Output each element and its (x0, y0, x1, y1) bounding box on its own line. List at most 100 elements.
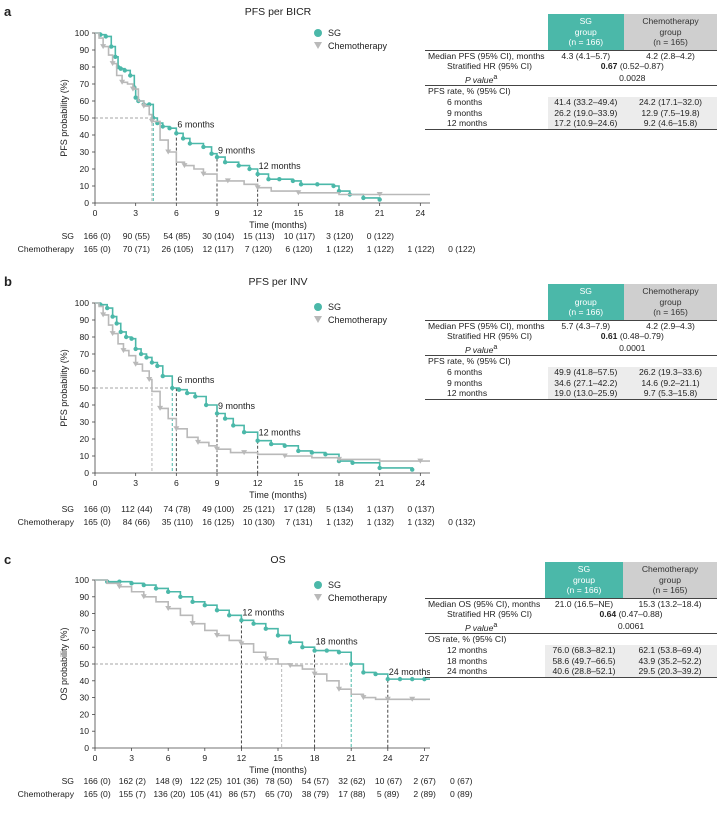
risk-cell: 165 (0) (83, 789, 111, 799)
chemo-curve (95, 579, 430, 701)
risk-cell: 136 (20) (153, 789, 186, 799)
risk-cell: 1 (137) (366, 504, 394, 514)
sg-point (118, 329, 123, 335)
risk-row-label: Chemotherapy (17, 789, 74, 799)
landmark-label: 9 months (218, 401, 256, 411)
risk-cell: 10 (117) (283, 231, 316, 241)
chemo-point (295, 190, 302, 196)
hr-value: 0.67 (0.52–0.87) (600, 61, 664, 72)
sg-point (109, 44, 114, 49)
risk-cell: 30 (104) (202, 231, 235, 241)
sg-point (336, 650, 342, 655)
x-tick-label: 27 (420, 753, 430, 763)
rate-row-label: 18 months (447, 655, 488, 666)
risk-cell: 165 (0) (83, 517, 111, 527)
y-tick-label: 100 (75, 298, 90, 308)
sg-point (247, 166, 252, 172)
y-tick-label: 100 (75, 575, 90, 585)
sg-point (133, 346, 138, 352)
hr-value: 0.61 (0.48–0.79) (600, 331, 664, 342)
sg-header: SG group (n = 166) (547, 14, 625, 51)
sg-point (275, 633, 281, 638)
sg-point (266, 177, 271, 182)
risk-cell: 65 (70) (265, 789, 293, 799)
chart-title: PFS per INV (248, 276, 308, 288)
sg-point (193, 394, 198, 399)
rate-chemo: 43.9 (35.2–52.2) (623, 655, 717, 667)
x-tick-label: 24 (416, 478, 426, 488)
risk-cell: 112 (44) (121, 504, 153, 514)
landmark-label: 9 months (218, 145, 256, 155)
y-tick-label: 60 (79, 366, 89, 376)
x-tick-label: 24 (416, 208, 426, 218)
x-tick-label: 15 (273, 753, 283, 763)
x-tick-label: 6 (166, 753, 171, 763)
rate-label: PFS rate, % (95% CI) (425, 355, 548, 368)
chemo-point (417, 458, 424, 464)
median-chemo: 15.3 (13.2–18.4) (638, 598, 702, 609)
risk-cell: 2 (89) (413, 789, 436, 799)
landmark-label: 12 months (242, 607, 285, 617)
stats-cell (547, 85, 625, 98)
legend-sg-marker (314, 303, 322, 311)
chemo-point (132, 361, 139, 367)
hr-label: Stratified HR (95% CI) (447, 61, 533, 72)
rate-chemo: 12.9 (7.5–19.8) (624, 107, 717, 119)
chemo-point (254, 185, 261, 191)
chemo-point (214, 632, 220, 638)
risk-cell: 1 (132) (407, 517, 435, 527)
sg-curve (95, 302, 413, 470)
x-tick-label: 12 (253, 208, 263, 218)
sg-point (129, 336, 134, 341)
chemo-point (109, 61, 116, 67)
sg-point (180, 136, 186, 141)
risk-cell: 0 (122) (448, 244, 476, 254)
sg-point (361, 195, 366, 201)
sg-point (128, 73, 133, 78)
sg-point (422, 676, 427, 682)
y-tick-label: 10 (79, 726, 89, 736)
rate-sg: 76.0 (68.3–82.1) (545, 645, 623, 656)
sg-point (209, 151, 214, 156)
chemo-curve (95, 32, 430, 196)
rate-chemo: 24.2 (17.1–32.0) (624, 97, 717, 108)
sg-point (255, 438, 260, 443)
stats-header-empty (425, 14, 548, 51)
risk-cell: 10 (67) (374, 776, 403, 786)
rate-chemo: 9.2 (4.6–15.8) (624, 118, 717, 130)
sg-point (236, 163, 241, 168)
landmark-label: 6 months (177, 375, 215, 385)
stats-table: SG group (n = 166) Chemotherapy group (n = 16… (425, 562, 717, 678)
risk-cell: 148 (9) (155, 776, 183, 786)
risk-cell: 1 (132) (326, 517, 354, 527)
y-tick-label: 30 (79, 417, 89, 427)
x-tick-label: 18 (334, 478, 344, 488)
sg-point (263, 626, 268, 631)
chemo-point (119, 79, 126, 85)
sg-point (122, 68, 128, 73)
y-tick-label: 40 (79, 130, 89, 140)
legend-chemo-marker (314, 42, 322, 49)
risk-row-label: Chemotherapy (17, 244, 74, 254)
landmark-label: 12 months (259, 428, 302, 438)
chemo-point (200, 171, 207, 177)
y-tick-label: 20 (79, 164, 89, 174)
rate-row-label: 12 months (425, 118, 548, 130)
risk-cell: 7 (120) (244, 244, 272, 254)
sg-point (239, 618, 244, 623)
sg-point (149, 360, 155, 365)
rate-sg: 26.2 (19.0–33.9) (547, 107, 625, 119)
risk-cell: 1 (122) (366, 244, 394, 254)
rate-row-label: 24 months (425, 666, 545, 678)
risk-cell: 54 (57) (301, 776, 329, 786)
panel-letter: a (4, 4, 12, 19)
y-tick-label: 90 (79, 45, 89, 55)
x-tick-label: 3 (133, 208, 138, 218)
chemo-point (189, 621, 196, 627)
median-sg: 21.0 (16.5–NE) (554, 598, 614, 609)
sg-point (203, 402, 209, 408)
sg-point (298, 182, 304, 187)
p-label: P valuea (465, 342, 498, 355)
y-tick-label: 90 (79, 592, 89, 602)
median-sg: 5.7 (4.3–7.9) (561, 320, 611, 331)
